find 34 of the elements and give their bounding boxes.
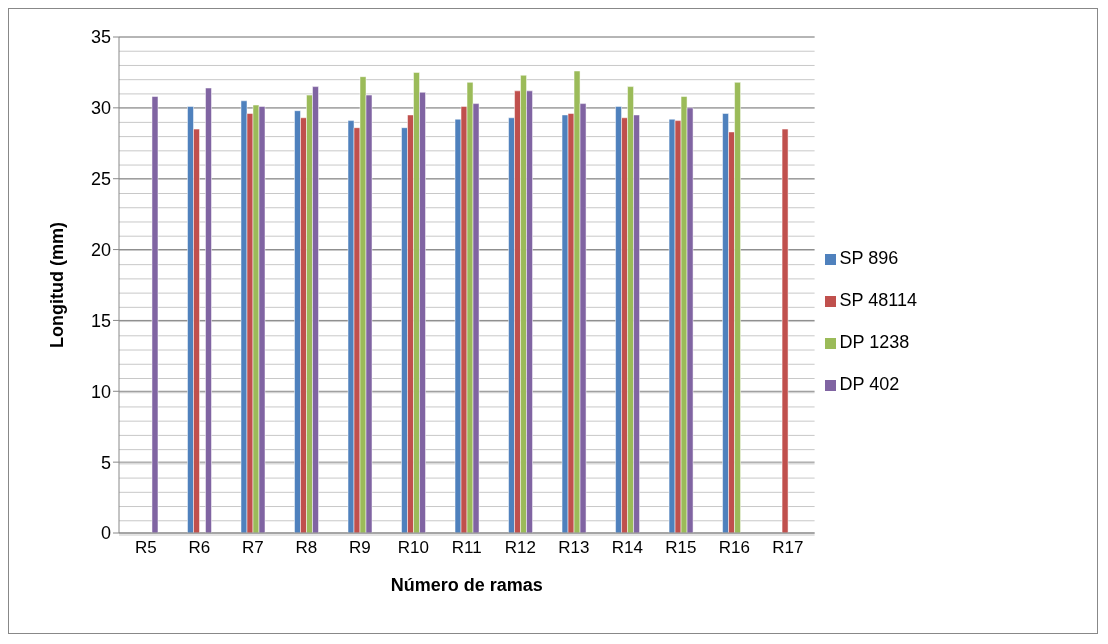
x-tick-label: R5 (134, 538, 157, 558)
legend-label: DP 402 (839, 374, 900, 394)
legend-label: SP 48114 (839, 290, 917, 310)
bar (151, 96, 159, 533)
x-tick-label: R14 (611, 538, 643, 558)
bar (781, 128, 789, 533)
x-tick-label: R11 (451, 538, 482, 558)
x-tick-label: R7 (241, 538, 264, 558)
x-axis-title: Número de ramas (390, 575, 543, 595)
x-tick-label: R15 (665, 538, 697, 558)
x-tick-label: R16 (718, 538, 750, 558)
y-tick-label: 5 (100, 452, 111, 473)
bar (205, 87, 212, 533)
bar (240, 100, 248, 533)
y-tick-label: 25 (90, 169, 111, 190)
y-axis-title: Longitud (mm) (47, 222, 68, 348)
legend-label: SP 896 (839, 248, 899, 268)
x-tick-label: R6 (188, 538, 211, 558)
x-tick-label: R17 (772, 538, 804, 558)
x-tick-label: R13 (558, 538, 590, 558)
bar (347, 120, 355, 533)
legend-label: DP 1238 (839, 332, 910, 352)
y-tick-label: 30 (90, 98, 111, 119)
x-tick-label: R9 (348, 538, 371, 558)
y-tick-label: 0 (100, 523, 111, 544)
y-tick-label: 20 (90, 239, 111, 260)
y-tick-label: 10 (90, 381, 111, 402)
x-tick-label: R8 (295, 538, 318, 558)
x-tick-label: R10 (397, 538, 429, 558)
bar (668, 118, 676, 533)
x-tick-label: R12 (504, 538, 536, 558)
y-tick-label: 15 (90, 310, 111, 331)
bar (561, 114, 569, 533)
y-tick-label: 35 (90, 27, 111, 48)
